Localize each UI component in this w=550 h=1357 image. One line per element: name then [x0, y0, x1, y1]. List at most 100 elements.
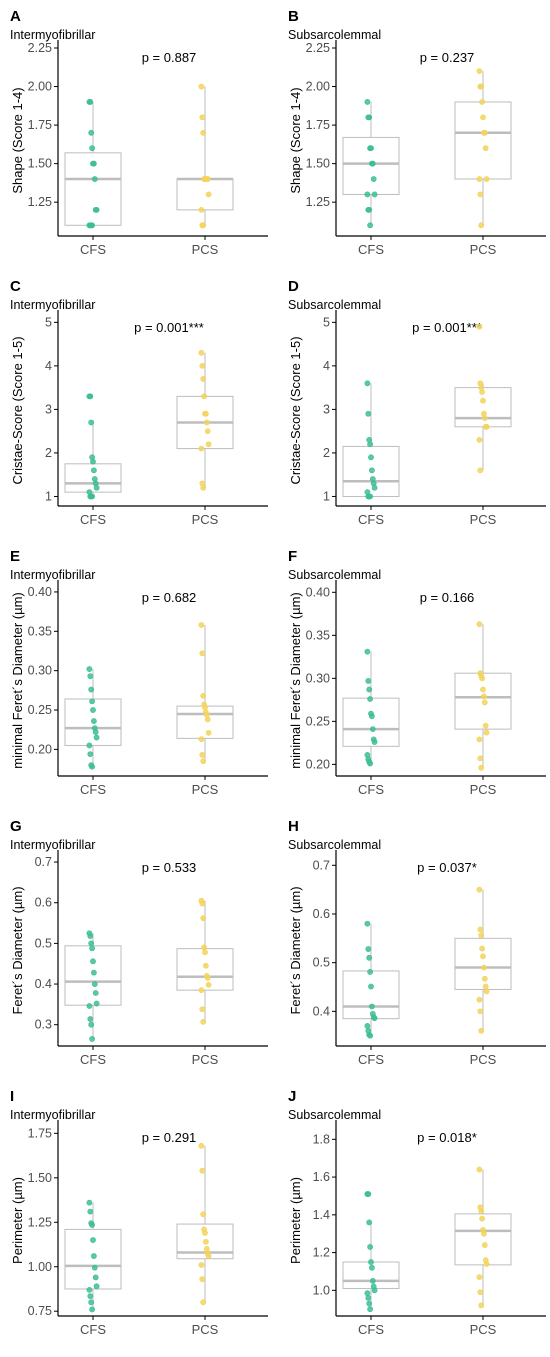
y-tick-label: 0.4: [35, 977, 52, 991]
data-point: [371, 191, 378, 198]
data-point: [365, 410, 372, 417]
data-point: [480, 964, 487, 971]
data-point: [93, 734, 100, 741]
panel-letter: I: [10, 1088, 14, 1105]
x-tick-label: PCS: [470, 512, 497, 527]
data-point: [371, 739, 378, 745]
data-point: [371, 1015, 378, 1022]
data-point: [89, 145, 95, 152]
x-tick-label: CFS: [358, 1322, 384, 1337]
data-point: [482, 722, 489, 729]
y-tick-label: 1.25: [28, 1215, 52, 1229]
p-value: p = 0.001***: [134, 320, 204, 335]
p-value: p = 0.533: [142, 860, 197, 875]
data-point: [477, 1008, 484, 1015]
box: [454, 101, 512, 180]
group-cfs: [342, 648, 400, 767]
data-point: [364, 1290, 371, 1297]
panel-subtitle: Subsarcolemmal: [288, 568, 381, 582]
x-tick-label: PCS: [192, 1052, 219, 1067]
data-point: [198, 987, 205, 994]
panel-letter: F: [288, 548, 297, 565]
panel-c: C Intermyofibrillar p = 0.001*** Cristae-Sc…: [10, 278, 268, 527]
y-tick-label: 2: [323, 446, 330, 460]
panel-letter: A: [10, 8, 21, 25]
data-point: [199, 1276, 206, 1283]
data-point: [369, 726, 376, 733]
y-tick-label: 1.75: [28, 1126, 52, 1140]
data-point: [483, 176, 490, 182]
data-point: [477, 467, 484, 474]
box: [454, 1213, 512, 1266]
group-pcs: [454, 886, 512, 1034]
data-point: [90, 1237, 96, 1243]
data-point: [481, 699, 488, 706]
data-point: [86, 742, 93, 749]
data-point: [481, 975, 488, 982]
group-cfs: [64, 930, 122, 1042]
p-value: p = 0.682: [142, 590, 197, 605]
y-tick-label: 5: [323, 315, 330, 329]
p-value: p = 0.001***: [412, 320, 482, 335]
data-point: [481, 415, 488, 422]
group-cfs: [64, 393, 122, 500]
data-point: [91, 969, 97, 976]
data-point: [91, 718, 97, 724]
panel-e: E Intermyofibrillar p = 0.682 minimal Feret…: [10, 548, 268, 797]
x-tick-label: CFS: [358, 512, 384, 527]
group-pcs: [454, 1166, 512, 1309]
data-point: [199, 1167, 206, 1174]
data-point: [365, 1294, 372, 1301]
data-point: [364, 1023, 371, 1029]
x-tick-label: PCS: [470, 782, 497, 797]
data-point: [371, 484, 378, 491]
data-point: [479, 99, 485, 105]
data-point: [87, 1208, 94, 1215]
panel-subtitle: Intermyofibrillar: [10, 1108, 95, 1122]
data-point: [367, 1306, 373, 1313]
panel-letter: D: [288, 278, 299, 295]
data-point: [202, 949, 208, 956]
p-value: p = 0.237: [420, 50, 475, 65]
panel-subtitle: Intermyofibrillar: [10, 838, 95, 852]
data-point: [89, 493, 95, 500]
data-point: [198, 206, 205, 213]
data-point: [86, 666, 93, 672]
data-point: [198, 445, 205, 452]
data-point: [200, 692, 207, 699]
y-tick-label: 0.5: [313, 956, 330, 970]
y-axis-label: minimal Feret´s Diameter (µm): [10, 592, 25, 769]
y-tick-label: 0.7: [313, 858, 330, 872]
data-point: [366, 1219, 373, 1226]
data-point: [367, 1244, 373, 1250]
data-point: [91, 176, 98, 182]
y-tick-label: 0.6: [313, 907, 330, 921]
data-point: [92, 990, 99, 996]
data-point: [200, 222, 207, 229]
data-point: [202, 962, 209, 969]
panel-letter: C: [10, 278, 21, 295]
data-point: [89, 222, 95, 229]
y-axis-label: minimal Feret´s Diameter (µm): [288, 592, 303, 769]
y-axis-label: Cristae-Score (Score 1-5): [10, 336, 25, 484]
data-point: [199, 1006, 206, 1013]
group-pcs: [176, 83, 234, 229]
x-tick-label: CFS: [80, 1322, 106, 1337]
data-point: [476, 886, 483, 893]
data-point: [88, 1021, 95, 1028]
data-point: [477, 1289, 484, 1296]
data-point: [368, 983, 374, 990]
data-point: [91, 160, 97, 167]
panel-letter: B: [288, 8, 299, 25]
data-point: [481, 129, 488, 136]
y-tick-label: 0.30: [28, 664, 52, 678]
p-value: p = 0.887: [142, 50, 197, 65]
data-point: [365, 946, 372, 952]
y-tick-label: 2.25: [306, 41, 330, 55]
y-tick-label: 1.0: [313, 1283, 330, 1297]
data-point: [476, 736, 483, 743]
panel-subtitle: Intermyofibrillar: [10, 28, 95, 42]
panel-subtitle: Subsarcolemmal: [288, 28, 381, 42]
y-tick-label: 1.25: [306, 195, 330, 209]
